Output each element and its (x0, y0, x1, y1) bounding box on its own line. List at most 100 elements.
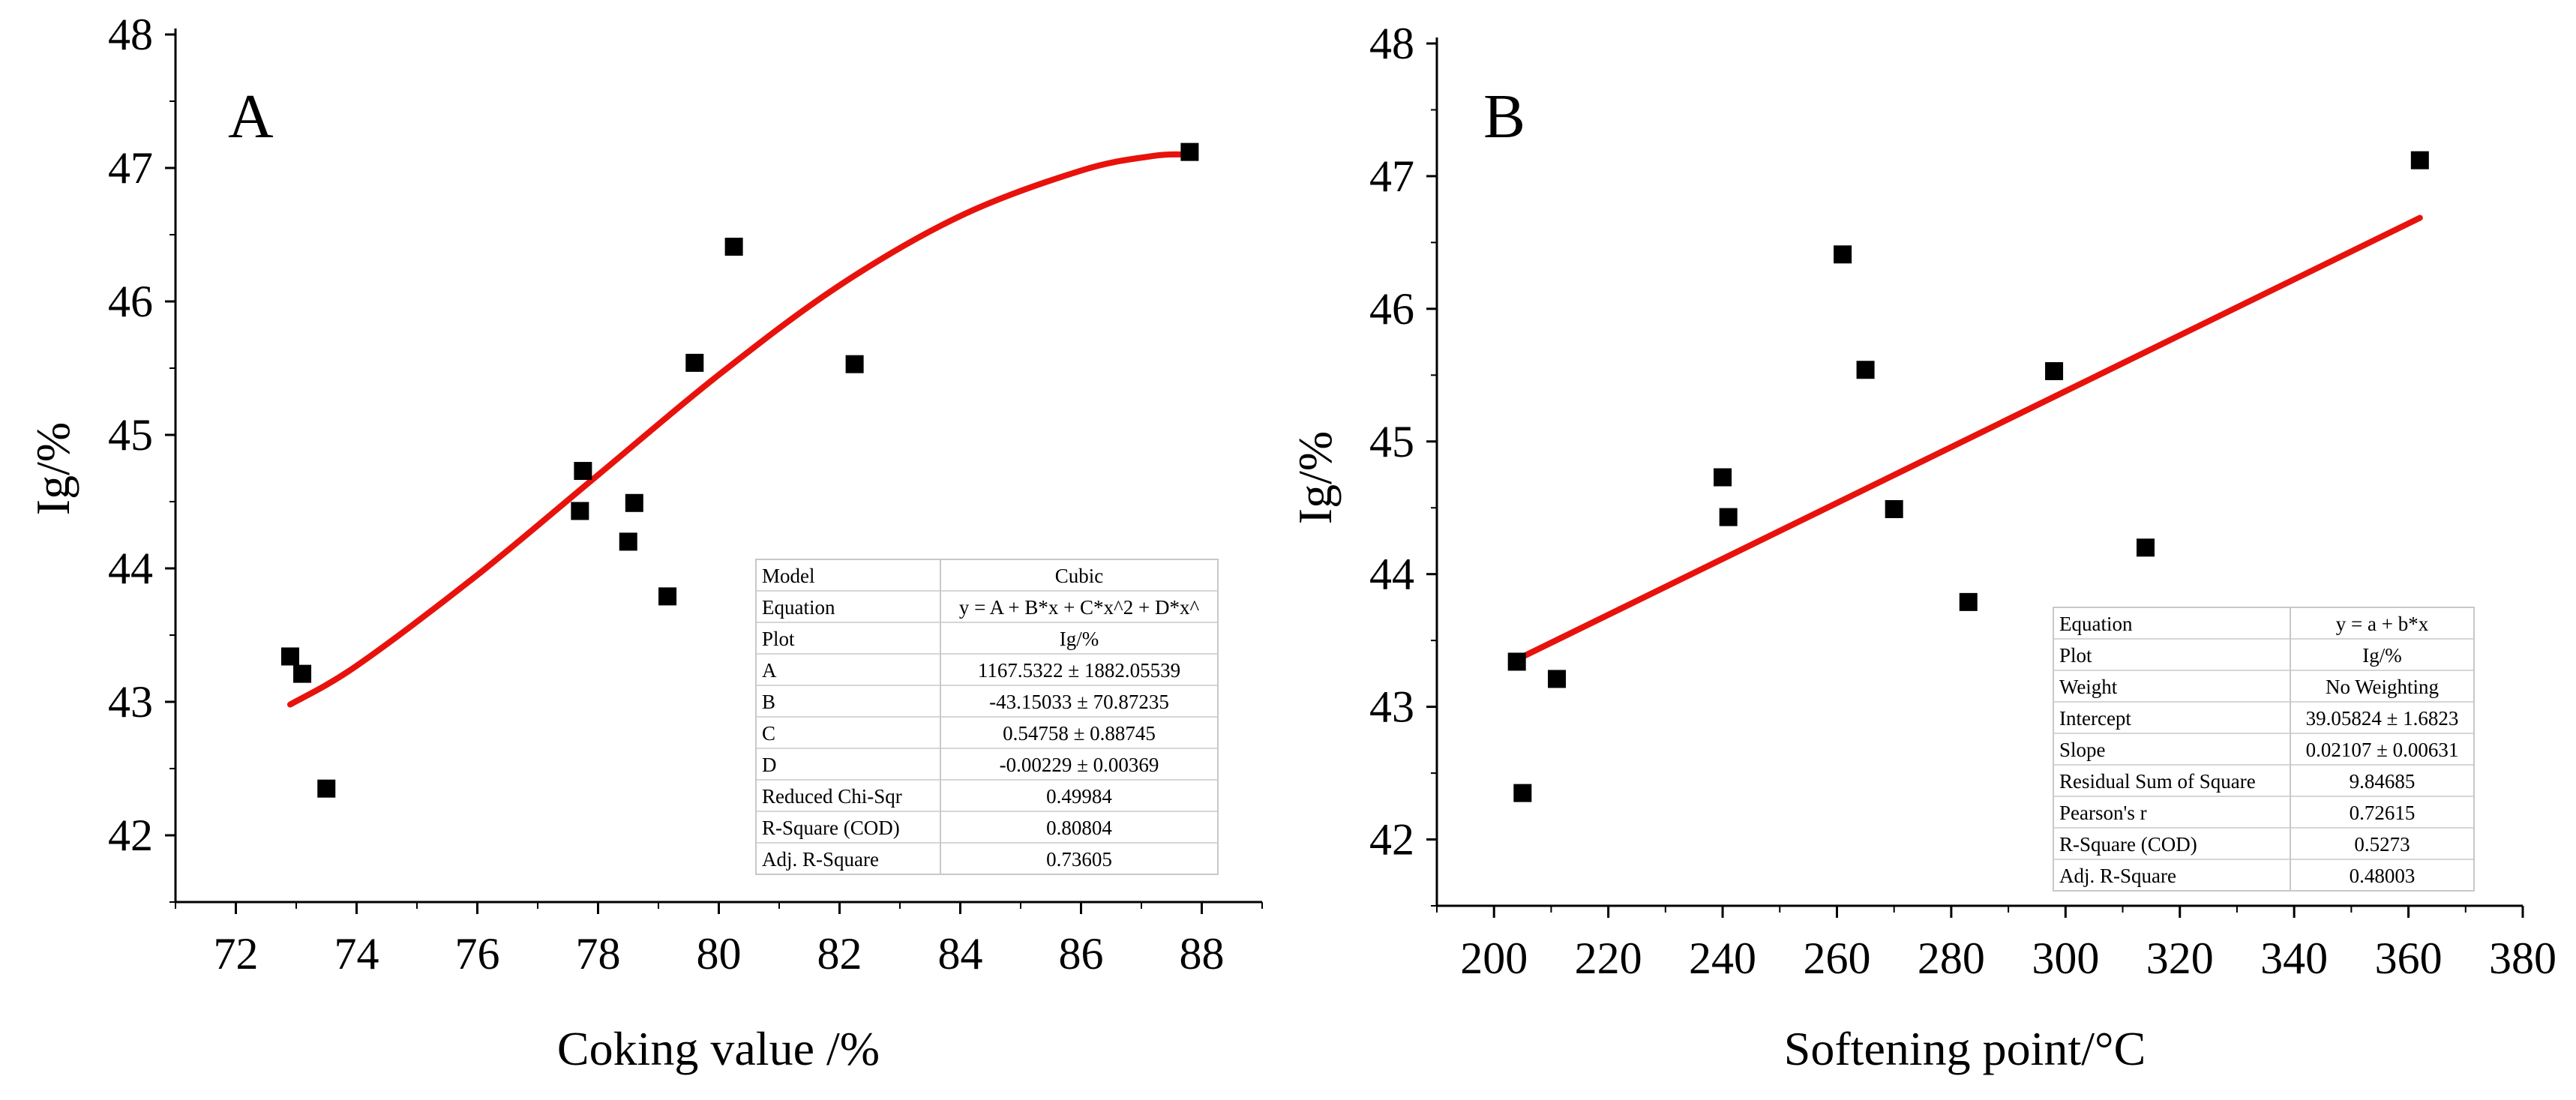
panel-b-data-point (2045, 362, 2064, 380)
panel-b-y-tick-label: 42 (1369, 815, 1414, 865)
panel-b-x-tick-label: 220 (1575, 934, 1642, 983)
panel-a-x-tick-label: 72 (214, 929, 259, 979)
panel-a-y-tick-label: 45 (108, 410, 153, 460)
panel-a-stats-key: Adj. R-Square (762, 848, 879, 871)
panel-a-stats-table: Model Cubic Equation y = A + B*x + C*x^2 + … (755, 559, 1219, 875)
panel-b-y-axis-title: Ig/% (1288, 431, 1342, 524)
panel-a-y-tick-label: 47 (108, 143, 153, 193)
panel-a-stats-value: Cubic (1055, 565, 1104, 587)
panel-b-data-point (1856, 361, 1875, 379)
panel-a-x-tick-label: 78 (576, 929, 621, 979)
panel-a-coking-value-chart: 42 43 44 45 46 47 48 72 74 76 78 80 82 84 86 88 Coking v… (26, 10, 1263, 1075)
panel-a-stats-key: R-Square (COD) (762, 817, 900, 839)
panel-a-y-tick-label: 46 (108, 277, 153, 326)
panel-b-x-tick-label: 380 (2489, 934, 2557, 983)
panel-a-stats-value: y = A + B*x + C*x^2 + D*x^ (959, 596, 1200, 619)
panel-b-data-point (1513, 784, 1532, 802)
panel-b-x-tick-label: 280 (1918, 934, 1985, 983)
panel-a-stats-value: -0.00229 ± 0.00369 (1000, 754, 1159, 776)
panel-b-stats-table: Equation y = a + b*x Plot Ig/% Weight No Weig… (2053, 607, 2475, 892)
panel-a-stats-value: 1167.5322 ± 1882.05539 (978, 659, 1180, 682)
panel-b-stats-value: Ig/% (2362, 644, 2401, 667)
panel-b-stats-key: Equation (2059, 613, 2133, 635)
panel-a-data-point (280, 647, 299, 666)
panel-a-x-tick-label: 80 (697, 929, 742, 979)
panel-a-stats-value: -43.15033 ± 70.87235 (989, 691, 1169, 713)
panel-a-stats-key: Reduced Chi-Sqr (762, 785, 902, 808)
panel-b-data-point (2137, 538, 2155, 557)
panel-b-data-point (1719, 508, 1738, 526)
panel-a-stats-key: B (762, 691, 775, 713)
panel-a-y-axis-title: Ig/% (26, 422, 79, 515)
panel-b-stats-value: y = a + b*x (2336, 613, 2429, 635)
panel-b-fit-line (1513, 214, 2423, 663)
panel-a-data-point (845, 355, 864, 373)
panel-a-data-point (574, 462, 592, 481)
panel-b-stats-key: Plot (2059, 644, 2092, 667)
panel-b-stats-key: Slope (2059, 739, 2106, 761)
panel-b-x-tick-label: 300 (2032, 934, 2099, 983)
panel-b-stats-value: 0.5273 (2354, 833, 2410, 856)
panel-b-softening-point-chart: 42 43 44 45 46 47 48 200 220 240 260 280 300 320 340 36… (1288, 19, 2557, 1075)
panel-a-x-tick-label: 88 (1180, 929, 1225, 979)
panel-b-x-tick-label: 240 (1689, 934, 1756, 983)
panel-a-fit-line (286, 151, 1193, 708)
panel-a-x-tick-label: 74 (334, 929, 379, 979)
panel-b-stats-value: 9.84685 (2350, 770, 2416, 793)
panel-a-x-tick-label: 82 (817, 929, 862, 979)
panel-a-data-point (625, 493, 643, 512)
panel-b-data-point (1885, 500, 1903, 518)
panel-a-y-tick-label: 42 (108, 811, 153, 860)
panel-a-data-point (658, 587, 677, 606)
panel-b-y-tick-label: 47 (1369, 151, 1414, 201)
panel-a-data-point (619, 532, 637, 551)
panel-b-x-tick-label: 320 (2146, 934, 2214, 983)
panel-a-stats-key: Model (762, 565, 815, 587)
panel-b-stats-value: 0.02107 ± 0.00631 (2306, 739, 2459, 761)
panel-a-stats-value: 0.49984 (1046, 785, 1112, 808)
panel-a-stats-value: 0.54758 ± 0.88745 (1003, 722, 1156, 745)
panel-b-x-tick-label: 200 (1460, 934, 1528, 983)
panel-b-data-point (1714, 468, 1732, 487)
panel-a-data-point (724, 238, 743, 256)
panel-a-stats-key: D (762, 754, 777, 776)
panel-b-stats-key: Weight (2059, 676, 2118, 698)
panel-b-x-tick-label: 260 (1803, 934, 1870, 983)
panel-b-letter: B (1483, 82, 1525, 151)
panel-b-data-point (1507, 652, 1526, 671)
panel-a-stats-key: Equation (762, 596, 835, 619)
panel-b-x-tick-label: 340 (2260, 934, 2328, 983)
panel-a-data-point (317, 779, 336, 798)
panel-b-stats-value: 39.05824 ± 1.6823 (2306, 707, 2459, 730)
panel-a-stats-value: 0.80804 (1046, 817, 1112, 839)
panel-b-y-tick-label: 45 (1369, 417, 1414, 466)
panel-b-stats-key: Adj. R-Square (2059, 865, 2176, 887)
panel-b-data-point (1959, 592, 1978, 611)
panel-a-stats-value: 0.73605 (1046, 848, 1112, 871)
panel-a-data-point (685, 353, 704, 372)
panel-a-y-tick-label: 48 (108, 10, 153, 59)
panel-b-data-point (1548, 670, 1567, 688)
panel-b-y-tick-label: 46 (1369, 284, 1414, 334)
panel-b-x-axis-title: Softening point/°C (1784, 1022, 2146, 1075)
panel-a-y-tick-label: 43 (108, 677, 153, 727)
panel-a-data-point (571, 502, 589, 520)
panel-a-x-tick-label: 84 (938, 929, 983, 979)
panel-a-stats-key: Plot (762, 628, 795, 650)
panel-b-data-point (1834, 245, 1852, 264)
panel-b-stats-value: 0.48003 (2350, 865, 2416, 887)
panel-a-x-axis-title: Coking value /% (557, 1022, 880, 1075)
panel-b-x-tick-label: 360 (2375, 934, 2443, 983)
panel-b-stats-table-border (2053, 607, 2475, 892)
panel-b-y-tick-label: 43 (1369, 682, 1414, 732)
panel-b-stats-key: R-Square (COD) (2059, 833, 2197, 856)
panel-b-stats-value: No Weighting (2326, 676, 2439, 698)
panel-b-stats-key: Intercept (2059, 707, 2131, 730)
panel-a-x-tick-label: 76 (455, 929, 500, 979)
panel-b-stats-key: Residual Sum of Square (2059, 770, 2256, 793)
panel-b-stats-value: 0.72615 (2350, 802, 2416, 824)
panel-b-y-tick-label: 44 (1369, 550, 1414, 599)
panel-a-stats-value: Ig/% (1060, 628, 1099, 650)
panel-a-data-point (1180, 142, 1199, 161)
